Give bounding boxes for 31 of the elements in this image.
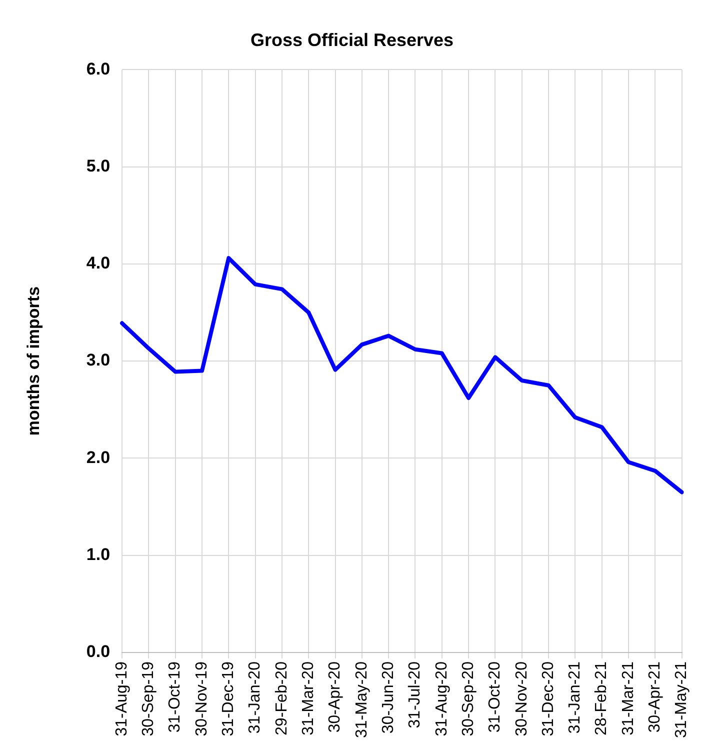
x-tick-label: 30-Sep-20	[460, 661, 477, 736]
y-tick-label: 4.0	[86, 254, 110, 273]
y-tick-label: 6.0	[86, 59, 110, 78]
x-tick-label: 31-Mar-21	[620, 661, 637, 736]
x-tick-label: 31-Dec-20	[540, 661, 557, 736]
x-tick-label: 31-Oct-20	[486, 661, 504, 733]
y-tick-label: 0.0	[86, 642, 110, 662]
y-tick-label: 5.0	[86, 156, 110, 176]
x-tick-label: 31-Jan-21	[566, 661, 584, 734]
x-tick-label: 28-Feb-21	[593, 661, 610, 736]
x-tick-label: 31-Jul-20	[406, 661, 424, 728]
x-tick-label: 31-Oct-19	[166, 661, 184, 733]
x-tick-label: 31-May-21	[673, 661, 690, 738]
x-tick-label: 31-Aug-19	[113, 661, 130, 736]
x-tick-label: 31-May-20	[353, 661, 370, 738]
x-tick-label: 30-Jun-20	[380, 661, 397, 734]
y-tick-label: 1.0	[86, 545, 110, 564]
chart-title: Gross Official Reserves	[250, 30, 454, 50]
y-tick-label: 3.0	[86, 350, 110, 370]
x-tick-label: 30-Sep-19	[140, 661, 158, 736]
x-tick-label: 31-Aug-20	[433, 661, 450, 736]
y-tick-label: 2.0	[86, 448, 110, 467]
x-tick-label: 31-Mar-20	[300, 661, 318, 736]
y-axis-title: months of imports	[24, 286, 43, 436]
x-tick-label: 30-Apr-20	[326, 661, 344, 733]
x-tick-label: 30-Nov-20	[513, 661, 530, 736]
x-tick-label: 30-Nov-19	[193, 661, 210, 736]
x-tick-label: 31-Jan-20	[246, 661, 264, 734]
x-tick-label: 30-Apr-21	[646, 661, 664, 733]
x-tick-label: 31-Dec-19	[220, 661, 238, 736]
x-tick-label: 29-Feb-20	[273, 661, 290, 736]
